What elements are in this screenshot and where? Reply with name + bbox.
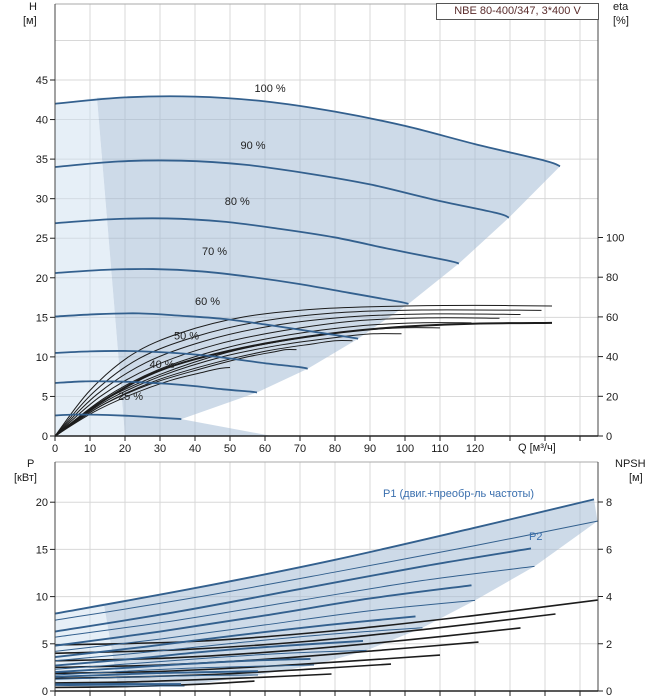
eta-tick-label: 60 (606, 312, 618, 324)
speed-curve (54, 95, 561, 168)
pump-title-box: NBE 80-400/347, 3*400 V (436, 3, 599, 20)
p2-curve (54, 684, 185, 687)
p1-curve (54, 547, 532, 633)
speed-curve-label: 70 % (202, 246, 227, 258)
q-tick-label: 100 (396, 443, 414, 455)
p-axis-unit: [кВт] (14, 472, 37, 484)
npsh-curve (54, 673, 332, 684)
npsh-curve (54, 654, 441, 675)
p-tick-label: 0 (42, 686, 48, 698)
q-tick-label: 70 (294, 443, 306, 455)
speed-curve (54, 413, 182, 421)
h-tick-label: 20 (36, 273, 48, 285)
h-tick-label: 5 (42, 391, 48, 403)
h-axis-unit: [м] (23, 15, 37, 27)
speed-curve-label: 100 % (255, 83, 286, 95)
eta-axis-unit: [%] (613, 15, 629, 27)
q-tick-label: 10 (84, 443, 96, 455)
npsh-curve (54, 641, 479, 669)
p-axis-label: P (27, 458, 35, 470)
q-tick-label: 30 (154, 443, 166, 455)
h-tick-label: 45 (36, 75, 48, 87)
eta-tick-label: 0 (606, 431, 612, 443)
q-tick-label: 50 (224, 443, 236, 455)
eta-tick-label: 40 (606, 352, 618, 364)
speed-curve-label: 40 % (150, 359, 175, 371)
p2-curve-label: P2 (529, 531, 543, 543)
p2-curve (54, 674, 259, 680)
h-tick-label: 0 (42, 431, 48, 443)
p2-curve (54, 565, 535, 638)
efficiency-curve (54, 313, 521, 437)
speed-curve (54, 217, 460, 265)
q-tick-label: 20 (119, 443, 131, 455)
p-tick-label: 20 (36, 497, 48, 509)
efficiency-curve (54, 349, 297, 437)
efficiency-curve (54, 327, 441, 437)
npsh-tick-label: 2 (606, 639, 612, 651)
p1-curve (54, 584, 472, 647)
speed-curve (54, 268, 409, 305)
speed-curve-label: 60 % (195, 296, 220, 308)
speed-curve-label: 90 % (241, 140, 266, 152)
q-tick-label: 40 (189, 443, 201, 455)
pump-title: NBE 80-400/347, 3*400 V (454, 5, 581, 17)
efficiency-curve (54, 333, 402, 437)
p-tick-label: 5 (42, 639, 48, 651)
h-tick-label: 25 (36, 233, 48, 245)
speed-curve (54, 350, 308, 370)
p-tick-label: 15 (36, 544, 48, 556)
npsh-curve (54, 599, 598, 646)
p1-curve-label: P1 (двиг.+преобр-ль частоты) (383, 488, 535, 500)
p2-curve (54, 599, 476, 652)
q-axis-label: Q [м³/ч] (518, 442, 556, 454)
h-tick-label: 10 (36, 352, 48, 364)
speed-curve-label: 50 % (174, 330, 199, 342)
npsh-axis-label: NPSH (615, 458, 646, 470)
h-axis-label: H (29, 1, 37, 13)
p2-curve (54, 649, 367, 670)
npsh-tick-label: 8 (606, 497, 612, 509)
efficiency-curve (54, 309, 542, 437)
efficiency-curve (54, 322, 472, 437)
speed-curve-label: 80 % (225, 196, 250, 208)
q-tick-label: 110 (431, 443, 449, 455)
p-tick-label: 10 (36, 592, 48, 604)
npsh-tick-label: 4 (606, 592, 612, 604)
efficiency-curve (54, 304, 553, 437)
p1-curve (54, 640, 364, 667)
p2-curve (54, 520, 598, 621)
h-tick-label: 40 (36, 115, 48, 127)
p1-curve (54, 498, 595, 615)
p2-curve (54, 664, 315, 676)
speed-curve (54, 159, 510, 219)
npsh-axis-unit: [м] (629, 472, 643, 484)
q-tick-label: 90 (364, 443, 376, 455)
q-tick-label: 0 (52, 443, 58, 455)
p2-curve (54, 627, 423, 662)
speed-curve (54, 312, 359, 340)
eta-tick-label: 100 (606, 233, 624, 245)
eta-tick-label: 20 (606, 391, 618, 403)
speed-curve-label: 25 % (118, 391, 143, 403)
p1-curve (54, 670, 259, 678)
q-tick-label: 120 (466, 443, 484, 455)
eta-axis-label: eta (613, 1, 629, 13)
eta-tick-label: 80 (606, 272, 618, 284)
speed-curve (54, 380, 258, 394)
h-tick-label: 30 (36, 194, 48, 206)
q-tick-label: 80 (329, 443, 341, 455)
h-tick-label: 15 (36, 312, 48, 324)
npsh-tick-label: 0 (606, 686, 612, 698)
efficiency-curve (54, 317, 500, 437)
npsh-tick-label: 6 (606, 544, 612, 556)
p1-curve (54, 657, 311, 674)
npsh-curve (54, 613, 556, 654)
q-tick-label: 60 (259, 443, 271, 455)
efficiency-curve (54, 367, 231, 437)
h-tick-label: 35 (36, 154, 48, 166)
p1-curve (54, 615, 416, 658)
